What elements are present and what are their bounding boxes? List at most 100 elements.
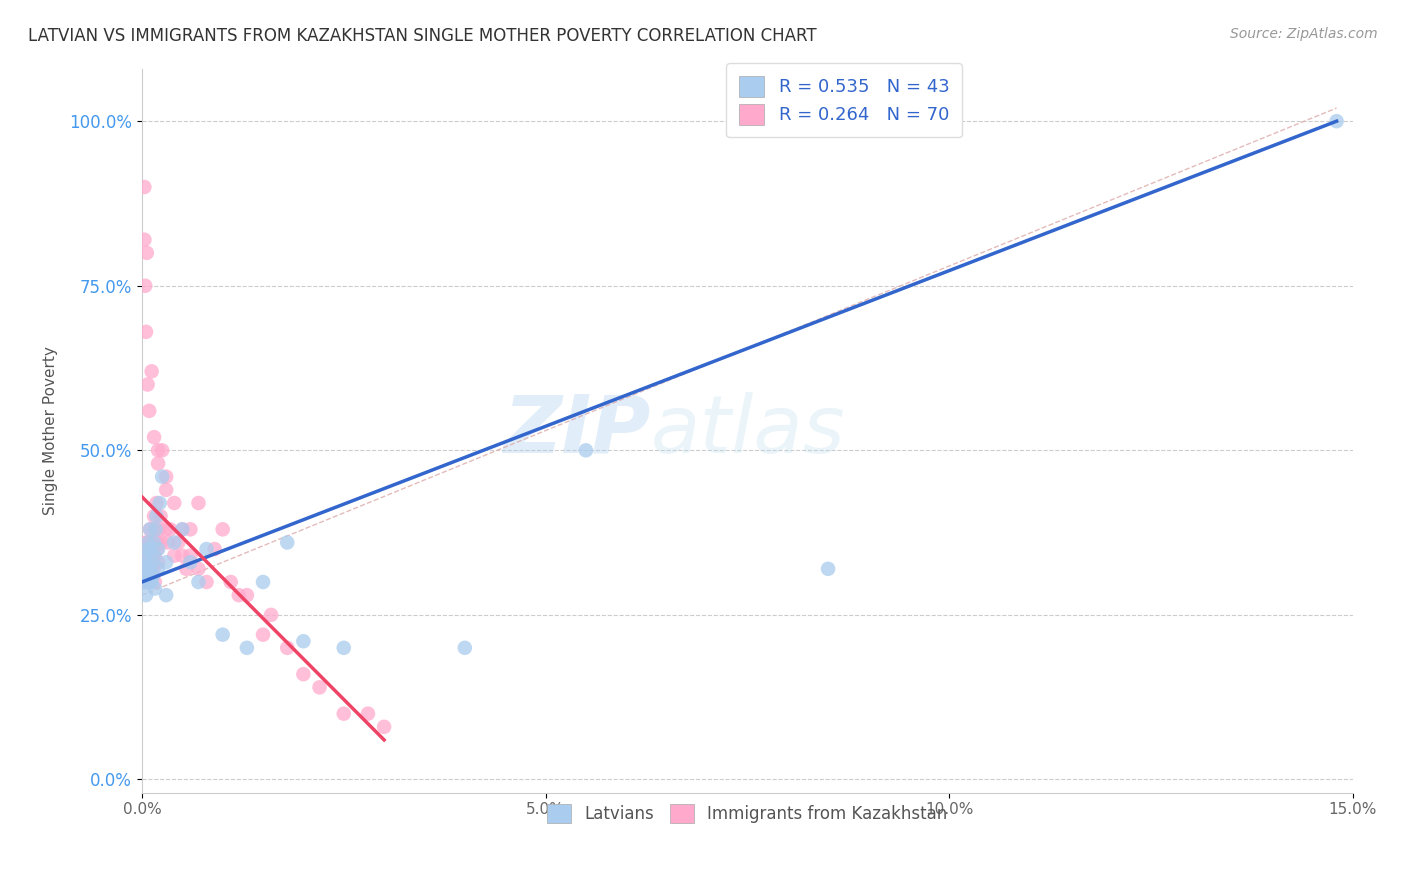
Point	[139, 562, 162, 576]
Point	[141, 542, 163, 557]
Point	[142, 562, 165, 576]
Point	[155, 555, 177, 569]
Point	[139, 574, 162, 589]
Point	[155, 469, 177, 483]
Legend: Latvians, Immigrants from Kazakhstan: Latvians, Immigrants from Kazakhstan	[536, 792, 959, 835]
Point	[136, 555, 159, 569]
Point	[149, 522, 172, 536]
Point	[135, 542, 157, 557]
Point	[135, 588, 157, 602]
Point	[136, 574, 159, 589]
Point	[332, 640, 354, 655]
Text: atlas: atlas	[651, 392, 845, 469]
Point	[145, 522, 167, 536]
Point	[138, 549, 160, 563]
Point	[134, 180, 156, 194]
Point	[163, 496, 186, 510]
Point	[143, 549, 166, 563]
Point	[260, 607, 283, 622]
Point	[139, 542, 162, 557]
Point	[134, 278, 156, 293]
Point	[179, 522, 201, 536]
Point	[138, 562, 160, 576]
Point	[252, 574, 274, 589]
Point	[132, 568, 155, 582]
Point	[145, 509, 167, 524]
Point	[138, 542, 160, 557]
Point	[139, 574, 162, 589]
Point	[136, 542, 159, 557]
Point	[135, 245, 157, 260]
Point	[141, 555, 163, 569]
Point	[139, 535, 162, 549]
Point	[187, 562, 209, 576]
Point	[187, 574, 209, 589]
Point	[136, 377, 159, 392]
Point	[135, 574, 157, 589]
Point	[139, 549, 162, 563]
Point	[146, 562, 169, 576]
Point	[146, 555, 169, 569]
Point	[211, 522, 233, 536]
Point	[172, 549, 194, 563]
Point	[211, 628, 233, 642]
Point	[135, 535, 157, 549]
Point	[143, 582, 166, 596]
Point	[176, 562, 198, 576]
Text: Source: ZipAtlas.com: Source: ZipAtlas.com	[1230, 27, 1378, 41]
Point	[132, 562, 155, 576]
Point	[219, 574, 242, 589]
Point	[143, 509, 166, 524]
Point	[149, 496, 172, 510]
Point	[141, 535, 163, 549]
Point	[146, 535, 169, 549]
Point	[155, 483, 177, 497]
Point	[142, 568, 165, 582]
Point	[1326, 114, 1348, 128]
Point	[156, 535, 179, 549]
Point	[143, 535, 166, 549]
Point	[135, 568, 157, 582]
Point	[155, 522, 177, 536]
Point	[276, 535, 298, 549]
Y-axis label: Single Mother Poverty: Single Mother Poverty	[44, 346, 58, 515]
Point	[146, 457, 169, 471]
Point	[141, 568, 163, 582]
Point	[134, 555, 156, 569]
Point	[575, 443, 598, 458]
Point	[159, 522, 181, 536]
Point	[146, 542, 169, 557]
Point	[236, 588, 259, 602]
Point	[163, 535, 186, 549]
Point	[132, 562, 155, 576]
Point	[138, 535, 160, 549]
Point	[332, 706, 354, 721]
Point	[167, 535, 190, 549]
Point	[308, 681, 330, 695]
Point	[150, 443, 173, 458]
Point	[135, 555, 157, 569]
Point	[134, 549, 156, 563]
Point	[150, 535, 173, 549]
Point	[172, 522, 194, 536]
Point	[135, 325, 157, 339]
Point	[143, 574, 166, 589]
Point	[172, 522, 194, 536]
Point	[236, 640, 259, 655]
Point	[155, 588, 177, 602]
Point	[292, 634, 315, 648]
Point	[179, 555, 201, 569]
Point	[146, 542, 169, 557]
Point	[139, 522, 162, 536]
Point	[145, 496, 167, 510]
Point	[187, 496, 209, 510]
Point	[138, 562, 160, 576]
Point	[179, 549, 201, 563]
Point	[373, 720, 395, 734]
Point	[132, 549, 155, 563]
Point	[146, 443, 169, 458]
Point	[141, 555, 163, 569]
Point	[252, 628, 274, 642]
Point	[139, 522, 162, 536]
Point	[145, 535, 167, 549]
